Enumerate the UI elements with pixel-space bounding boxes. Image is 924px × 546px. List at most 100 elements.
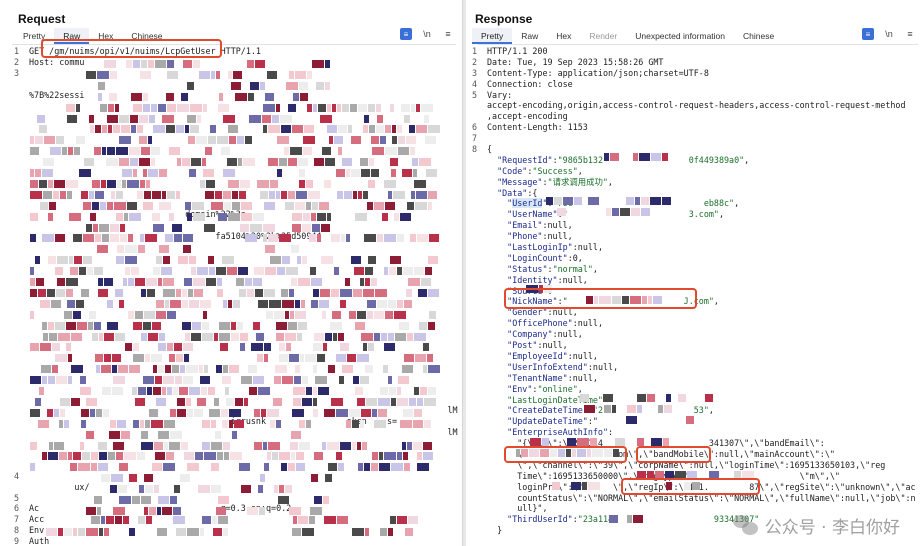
mosaic-block (288, 463, 295, 471)
mosaic-block (96, 365, 100, 373)
mosaic-block (112, 354, 121, 362)
tab-chinese[interactable]: Chinese (743, 30, 775, 41)
mosaic-block (363, 343, 367, 351)
mosaic-block (263, 442, 267, 450)
wrap-icon[interactable]: ≡ (400, 28, 412, 40)
mosaic-block (662, 153, 668, 161)
mosaic-block (544, 285, 552, 293)
mosaic-block (162, 115, 174, 123)
mosaic-block (94, 322, 101, 330)
mosaic-block (144, 507, 148, 515)
mosaic-block (249, 387, 257, 395)
menu-icon[interactable]: ≡ (445, 29, 451, 39)
mosaic-block (159, 245, 169, 253)
mosaic-block (187, 463, 199, 471)
tab-raw[interactable]: Raw (54, 28, 90, 44)
tab-pretty[interactable]: Pretty (472, 27, 513, 44)
mosaic-block (185, 202, 191, 210)
mosaic-block (411, 191, 415, 199)
tab-hex[interactable]: Hex (556, 30, 572, 41)
mosaic-block (66, 289, 73, 297)
mosaic-block (302, 256, 307, 264)
mosaic-block (208, 136, 216, 144)
mosaic-block (241, 376, 252, 384)
mosaic-block (228, 71, 232, 79)
mosaic-block (361, 333, 373, 341)
mosaic-block (192, 202, 204, 210)
tab-raw[interactable]: Raw (521, 30, 539, 41)
mosaic-block (155, 60, 166, 68)
mosaic-block (258, 485, 263, 493)
code-text: "Post":null, (507, 340, 568, 351)
code-text: "Email":null, (507, 220, 573, 231)
wrap-icon[interactable]: ≡ (862, 28, 874, 40)
mosaic-block (320, 115, 332, 123)
tab-render[interactable]: Render (589, 30, 618, 41)
mosaic-block (389, 387, 396, 395)
mosaic-block (76, 136, 85, 144)
mosaic-block (86, 431, 94, 439)
mosaic-block (314, 452, 323, 460)
mosaic-block (108, 104, 114, 112)
mosaic-block (163, 256, 170, 264)
menu-icon[interactable]: ≡ (907, 29, 913, 39)
mosaic-block (651, 438, 662, 446)
mosaic-block (265, 267, 276, 275)
mosaic-block (374, 333, 380, 341)
response-editor[interactable]: 1 HTTP/1.1 200 2 Date: Tue, 19 Sep 2023 15:… (472, 46, 920, 536)
mosaic-block (371, 463, 378, 471)
mosaic-block (397, 267, 402, 275)
mosaic-block (145, 354, 150, 362)
mosaic-block (90, 409, 95, 417)
mosaic-block (66, 104, 75, 112)
mosaic-block (609, 515, 618, 523)
mosaic-block (197, 398, 206, 406)
mosaic-block (318, 387, 329, 395)
mosaic-block (428, 322, 435, 330)
mosaic-block (119, 115, 129, 123)
mosaic-block (117, 180, 121, 188)
mosaic-block (113, 507, 125, 515)
pane-divider[interactable] (462, 0, 466, 546)
mosaic-block (202, 516, 211, 524)
mosaic-block (215, 191, 222, 199)
mosaic-block (428, 202, 432, 210)
mosaic-block (169, 354, 175, 362)
mosaic-block (104, 354, 111, 362)
mosaic-block (153, 387, 161, 395)
mosaic-block (369, 125, 375, 133)
newline-icon[interactable]: \n (885, 29, 893, 39)
mosaic-block (217, 452, 223, 460)
mosaic-block (336, 409, 348, 417)
tab-chinese[interactable]: Chinese (131, 31, 163, 41)
mosaic-block (99, 452, 107, 460)
mosaic-block (340, 442, 351, 450)
tab-unexpected-information[interactable]: Unexpected information (635, 30, 726, 41)
mosaic-block (129, 147, 140, 155)
mosaic-block (314, 496, 322, 504)
mosaic-block (107, 147, 115, 155)
mosaic-block (233, 300, 240, 308)
newline-icon[interactable]: \n (423, 29, 431, 39)
mosaic-block (125, 256, 137, 264)
mosaic-block (223, 442, 230, 450)
mosaic-block (84, 158, 94, 166)
mosaic-block (291, 431, 301, 439)
tab-hex[interactable]: Hex (98, 31, 114, 41)
mosaic-block (303, 213, 310, 221)
mosaic-block (40, 343, 51, 351)
mosaic-block (417, 463, 429, 471)
mosaic-block (336, 169, 345, 177)
mosaic-block (313, 289, 319, 297)
mosaic-block (314, 333, 324, 341)
mosaic-block (613, 449, 619, 457)
mosaic-block (428, 387, 436, 395)
mosaic-block (120, 224, 125, 232)
mosaic-block (342, 365, 353, 373)
tab-pretty[interactable]: Pretty (23, 31, 46, 41)
mosaic-block (39, 387, 44, 395)
mosaic-block (158, 343, 166, 351)
mosaic-block (76, 300, 84, 308)
line-number: 3 (472, 67, 478, 78)
mosaic-block (334, 136, 343, 144)
